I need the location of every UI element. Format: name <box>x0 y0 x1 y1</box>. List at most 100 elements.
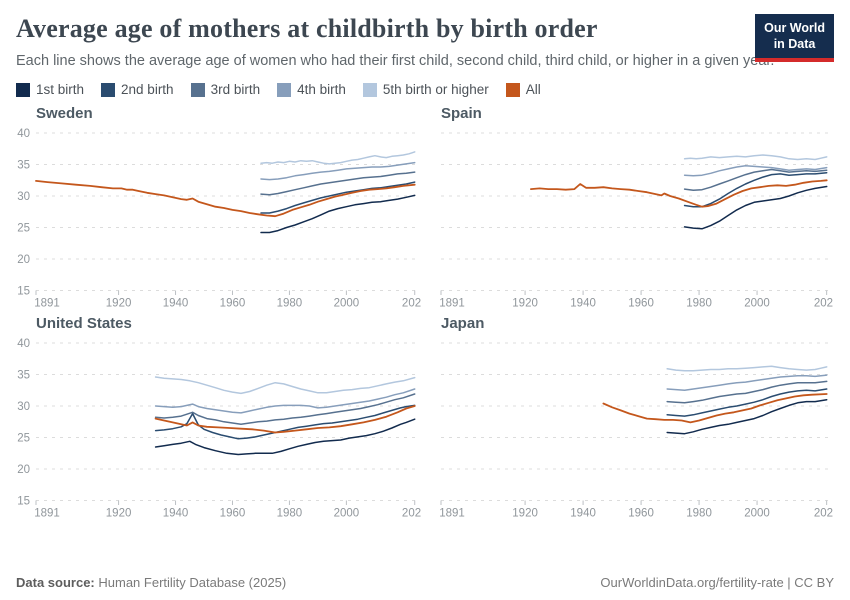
x-axis-label-1940: 1940 <box>163 298 189 310</box>
chart-grid: Sweden 15 20 25 30 35 40 1891 1920 1940 1960 1980 20… <box>16 104 834 519</box>
line-chart-united-states: 15 20 25 30 35 40 1891 1920 1940 1960 1980 2000 2024 <box>17 338 421 520</box>
y-axis-label-20: 20 <box>17 464 30 476</box>
line-chart-japan: 1891 1920 1940 1960 1980 2000 2024 <box>439 342 833 520</box>
series-line-fifth-birth <box>154 376 416 395</box>
y-axis-label-15: 15 <box>17 496 30 508</box>
owid-logo: Our World in Data <box>755 14 834 63</box>
data-source-label: Data source: <box>16 575 95 590</box>
legend-swatch-icon <box>190 82 205 97</box>
legend-swatch-icon <box>505 82 520 97</box>
panel-title: Spain <box>441 105 482 123</box>
series-line-fifth-birth <box>666 365 828 372</box>
x-axis-label-1920: 1920 <box>512 298 538 310</box>
legend: 1st birth 2nd birth 3rd birth 4th birth 5th … <box>16 82 834 97</box>
series-line-fourth-birth <box>666 374 828 392</box>
series-line-all-birth <box>602 393 828 424</box>
legend-item-fourth-birth[interactable]: 4th birth <box>277 82 346 97</box>
legend-item-third-birth[interactable]: 3rd birth <box>190 82 261 98</box>
x-axis-label-1891: 1891 <box>439 508 465 520</box>
line-chart-sweden: 15 20 25 30 35 40 1891 1920 1940 1960 1980 2000 2024 <box>17 128 421 310</box>
line-chart-spain: 1891 1920 1940 1960 1980 2000 2024 <box>439 132 833 310</box>
x-axis-label-2000: 2000 <box>744 298 770 310</box>
chart-subtitle: Each line shows the average age of women… <box>16 53 775 69</box>
panel-title: United States <box>36 315 132 333</box>
legend-item-fifth-birth[interactable]: 5th birth or higher <box>362 82 489 97</box>
series-line-second-birth <box>683 171 828 208</box>
series-line-fifth-birth <box>683 154 828 161</box>
series-line-all-birth <box>35 180 416 218</box>
panel-title: Japan <box>441 315 485 333</box>
series-line-all-birth <box>530 179 828 208</box>
x-axis-label-2024: 2024 <box>402 298 421 310</box>
series-line-fourth-birth <box>154 388 416 414</box>
y-axis-label-35: 35 <box>17 160 30 172</box>
chart-panel-united-states: United States 15 20 25 30 35 40 1891 1920 1940 196… <box>16 314 422 519</box>
legend-label: 3rd birth <box>210 82 261 98</box>
logo-line-1: Our World <box>764 21 825 35</box>
x-axis-label-1980: 1980 <box>686 298 712 310</box>
x-axis-label-1960: 1960 <box>628 298 654 310</box>
x-axis-label-2000: 2000 <box>334 298 360 310</box>
x-axis-label-1960: 1960 <box>628 508 654 520</box>
y-axis-label-20: 20 <box>17 254 30 266</box>
x-axis-label-1980: 1980 <box>277 508 303 520</box>
series-line-all-birth <box>154 405 416 434</box>
logo-line-2: in Data <box>773 36 816 51</box>
x-axis-label-2000: 2000 <box>334 508 360 520</box>
x-axis-label-1940: 1940 <box>570 508 596 520</box>
legend-label: 1st birth <box>36 82 85 98</box>
legend-item-second-birth[interactable]: 2nd birth <box>101 82 174 97</box>
legend-label: 4th birth <box>297 82 346 98</box>
series-line-fourth-birth <box>260 161 416 181</box>
page-title: Average age of mothers at childbirth by … <box>16 14 598 43</box>
chart-header: Average age of mothers at childbirth by … <box>16 12 834 63</box>
x-axis-label-1891: 1891 <box>34 508 60 520</box>
x-axis-label-1980: 1980 <box>686 508 712 520</box>
series-line-third-birth <box>154 393 416 426</box>
y-axis-label-40: 40 <box>17 128 30 140</box>
series-line-fifth-birth <box>260 151 416 165</box>
chart-panel-japan: Japan 1891 1920 1940 1960 1980 2000 2024 <box>428 314 834 519</box>
y-axis-label-30: 30 <box>17 401 30 413</box>
y-axis-label-15: 15 <box>17 286 30 298</box>
y-axis-label-25: 25 <box>17 223 30 235</box>
x-axis-label-1940: 1940 <box>163 508 189 520</box>
legend-item-all-birth[interactable]: All <box>505 82 541 98</box>
y-axis-label-40: 40 <box>17 338 30 350</box>
x-axis-label-1920: 1920 <box>106 298 132 310</box>
legend-swatch-icon <box>101 82 116 97</box>
x-axis-label-1891: 1891 <box>34 298 60 310</box>
x-axis-label-2000: 2000 <box>744 508 770 520</box>
x-axis-label-1891: 1891 <box>439 298 465 310</box>
x-axis-label-2024: 2024 <box>402 508 421 520</box>
x-axis-label-2024: 2024 <box>814 508 833 520</box>
x-axis-label-1960: 1960 <box>220 508 246 520</box>
attribution-link[interactable]: OurWorldinData.org/fertility-rate | CC B… <box>600 575 834 590</box>
x-axis-label-1920: 1920 <box>512 508 538 520</box>
data-source: Data source: Human Fertility Database (2… <box>16 575 286 590</box>
y-axis-label-35: 35 <box>17 370 30 382</box>
x-axis-label-1940: 1940 <box>570 298 596 310</box>
legend-label: 2nd birth <box>121 82 174 98</box>
series-line-second-birth <box>666 388 828 417</box>
legend-label: All <box>525 82 541 98</box>
chart-panel-sweden: Sweden 15 20 25 30 35 40 1891 1920 1940 1960 1980 20… <box>16 104 422 309</box>
series-line-third-birth <box>260 171 416 196</box>
series-line-first-birth <box>683 185 828 230</box>
legend-swatch-icon <box>277 82 292 97</box>
legend-item-first-birth[interactable]: 1st birth <box>16 82 84 97</box>
legend-swatch-icon <box>16 82 30 97</box>
series-line-first-birth <box>666 398 828 435</box>
chart-panel-spain: Spain 1891 1920 1940 1960 1980 2000 2024 <box>428 104 834 309</box>
x-axis-label-2024: 2024 <box>814 298 833 310</box>
x-axis-label-1980: 1980 <box>277 298 303 310</box>
y-axis-label-30: 30 <box>17 191 30 203</box>
series-line-fourth-birth <box>683 165 828 177</box>
series-line-second-birth <box>260 181 416 214</box>
data-source-text: Human Fertility Database (2025) <box>98 575 287 590</box>
series-line-third-birth <box>666 380 828 404</box>
y-axis-label-25: 25 <box>17 433 30 445</box>
chart-footer: Data source: Human Fertility Database (2… <box>16 569 834 590</box>
series-line-first-birth <box>260 194 416 234</box>
